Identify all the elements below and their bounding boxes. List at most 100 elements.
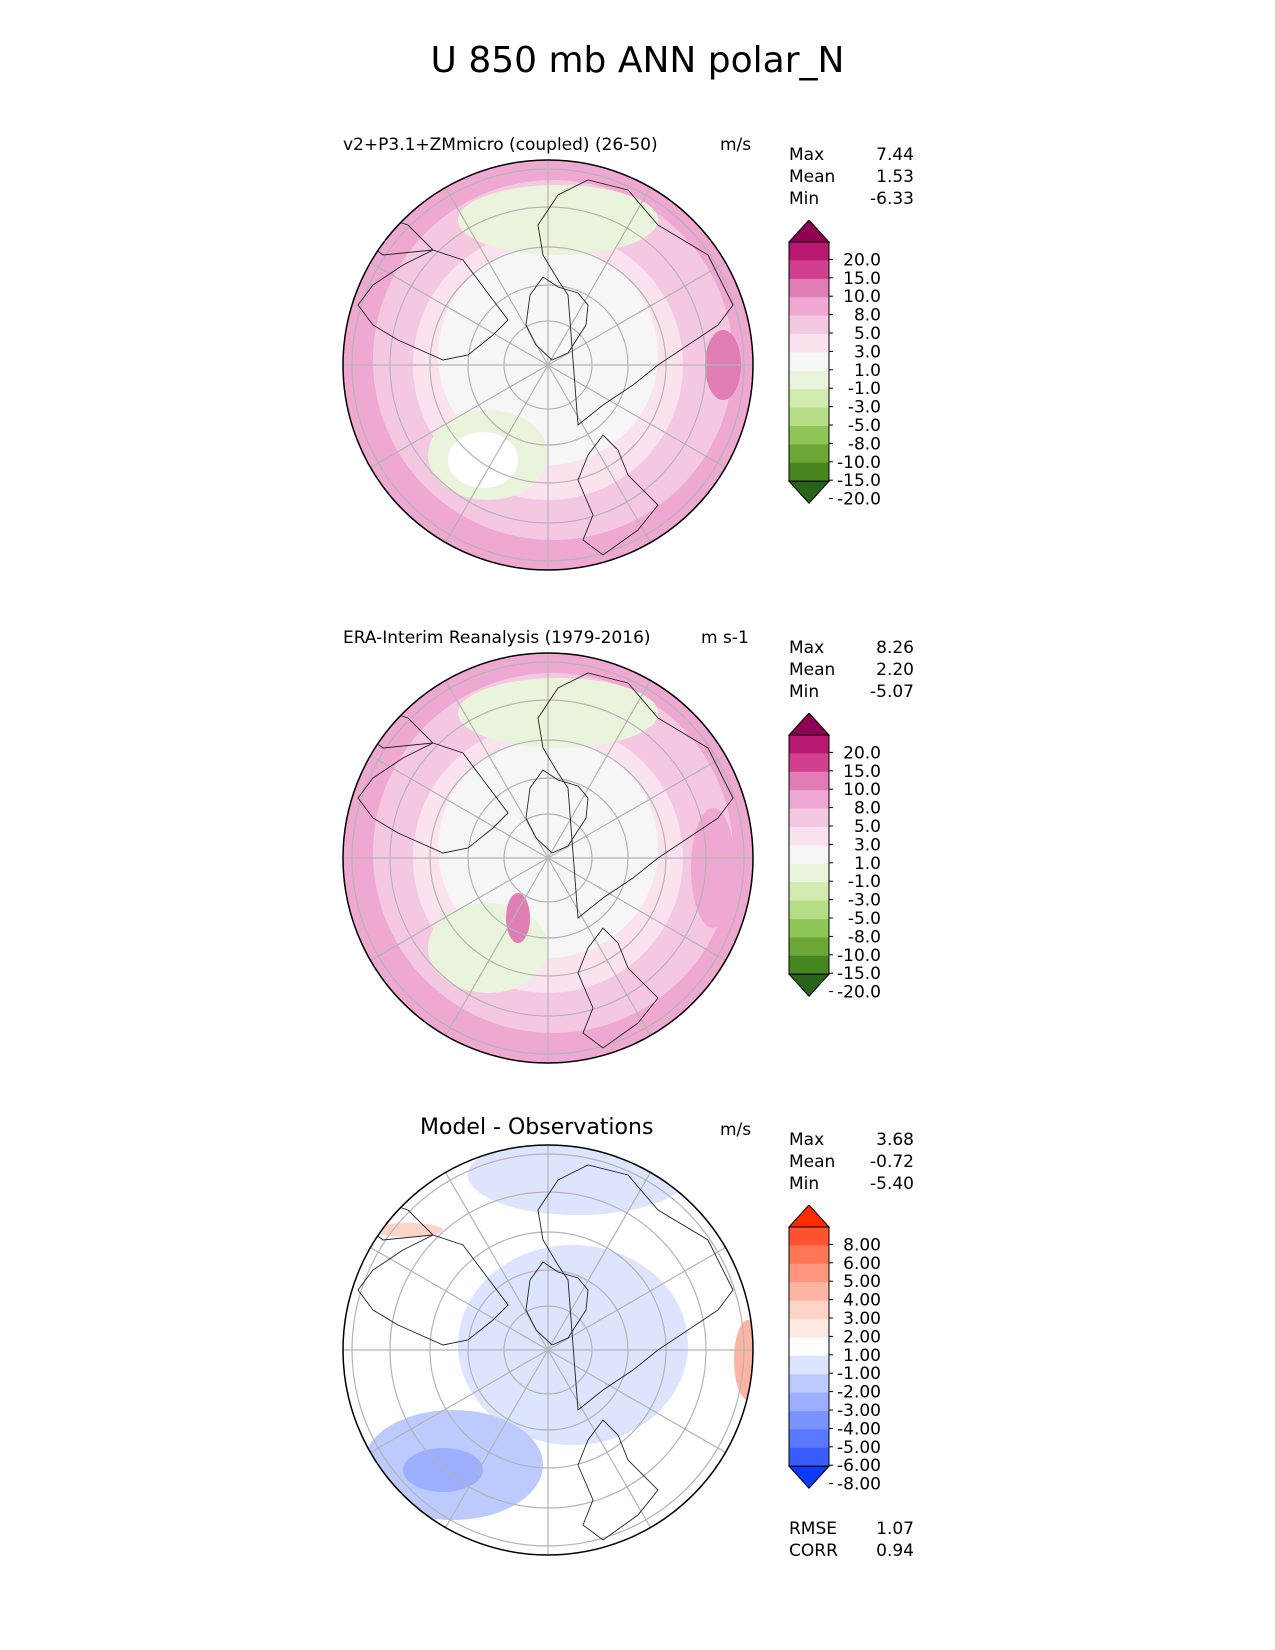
colorbar-tick-label: 8.0 [854, 799, 881, 819]
colorbar-tick-label: 5.00 [843, 1272, 881, 1292]
colorbar-segment [789, 1227, 829, 1246]
colorbar-tick-label: -15.0 [837, 471, 881, 491]
stat-max: Max 3.68 [789, 1129, 914, 1151]
colorbar-segment [789, 1374, 829, 1394]
stat-label: Max [789, 1130, 825, 1150]
meridian-line [370, 857, 549, 962]
colorbar-tick-label: 20.0 [843, 743, 881, 763]
stat-value: -5.40 [870, 1174, 914, 1194]
colorbar-tick-label: -3.00 [837, 1401, 881, 1421]
colorbar-segment [789, 315, 829, 335]
colorbar-tick-label: -4.00 [837, 1419, 881, 1439]
meridian-line [547, 364, 726, 469]
positive-anomaly-region [734, 1320, 753, 1400]
metric-rmse: RMSE 1.07 [789, 1518, 914, 1540]
colorbar-frame [788, 1226, 830, 1467]
meridian-line [547, 261, 726, 366]
colorbar-model: 20.015.010.08.05.03.01.0-1.0-3.0-5.0-8.0… [787, 220, 881, 510]
metric-label: CORR [789, 1541, 838, 1561]
stat-value: 8.26 [876, 638, 914, 658]
meridian-line [444, 1349, 549, 1528]
meridian-line [547, 187, 652, 366]
weak-wind-region [448, 432, 518, 488]
meridian-line [370, 364, 549, 469]
colorbar-diff: 8.006.005.004.003.002.001.00-1.00-2.00-3… [787, 1205, 881, 1495]
map-field [343, 1145, 753, 1555]
coastline-siberia [537, 179, 734, 426]
westerly-max-region [691, 808, 735, 928]
panel-units: m s-1 [701, 628, 749, 648]
metric-label: RMSE [789, 1519, 838, 1539]
colorbar-tick-label: -10.0 [837, 453, 881, 473]
colorbar-tick-label: -1.0 [848, 379, 881, 399]
colorbar-segment [789, 1337, 829, 1357]
colorbar-segment [789, 278, 829, 298]
colorbar-segment [789, 334, 829, 353]
metric-value: 0.94 [876, 1541, 914, 1561]
colorbar-tick-label: 2.00 [843, 1327, 881, 1347]
meridian-line [547, 1349, 726, 1454]
colorbar-frame [788, 241, 830, 482]
colorbar-segment [789, 1282, 829, 1302]
meridian-line [444, 364, 549, 543]
colorbar-tick-label: -1.00 [837, 1364, 881, 1384]
stat-label: Min [789, 682, 820, 702]
westerly-max-region [506, 893, 530, 943]
colorbar-tick-label: -6.00 [837, 1456, 881, 1476]
meridian-line [547, 1172, 652, 1351]
colorbar-tick-label: -10.0 [837, 946, 881, 966]
stat-max: Max 8.26 [789, 637, 914, 659]
colorbar-tick-label: 15.0 [843, 269, 881, 289]
colorbar-tick-label: -8.0 [848, 927, 881, 947]
colorbar-segment [789, 845, 829, 865]
coastline-europe [577, 1419, 659, 1541]
colorbar-segment [789, 1355, 829, 1375]
colorbar-tick-label: 5.0 [854, 324, 881, 344]
stat-min: Min -5.07 [789, 681, 914, 703]
panel-title: Model - Observations [420, 1115, 654, 1140]
coastline-canada [357, 1234, 509, 1346]
panel-units: m/s [720, 135, 752, 155]
colorbar-segment [789, 1429, 829, 1449]
coastline-siberia [537, 672, 734, 919]
colorbar-segment [789, 1300, 829, 1320]
stat-value: -5.07 [870, 682, 914, 702]
colorbar-tick-label: 1.00 [843, 1346, 881, 1366]
coastline-greenland [525, 276, 589, 361]
colorbar-segment [789, 900, 829, 920]
colorbar-segment [789, 426, 829, 445]
colorbar-tick-label: -15.0 [837, 964, 881, 984]
colorbar-tick-label: 15.0 [843, 762, 881, 782]
colorbar-extend-max [787, 713, 831, 736]
colorbar-segment [789, 863, 829, 883]
colorbar-tick-label: 4.00 [843, 1291, 881, 1311]
stat-value: -0.72 [870, 1152, 914, 1172]
metric-corr: CORR 0.94 [789, 1540, 914, 1562]
colorbar-tick-label: -20.0 [837, 490, 881, 510]
stat-mean: Mean -0.72 [789, 1151, 914, 1173]
stat-label: Max [789, 145, 825, 165]
colorbar-tick-label: 10.0 [843, 780, 881, 800]
meridian-line [370, 1349, 549, 1454]
stat-min: Min -5.40 [789, 1173, 914, 1195]
colorbar-segment [789, 1411, 829, 1430]
colorbar-frame [788, 734, 830, 975]
meridian-line [370, 261, 549, 366]
stat-label: Mean [789, 167, 836, 187]
colorbar-tick-label: -5.00 [837, 1438, 881, 1458]
coastline-europe [577, 927, 659, 1049]
colorbar-tick-label: 1.0 [854, 854, 881, 874]
colorbar-extend-min [787, 1465, 831, 1489]
colorbar-segment [789, 790, 829, 810]
map-boundary [342, 1144, 754, 1556]
meridian-line [547, 857, 652, 1036]
colorbar-segment [789, 937, 829, 957]
stat-label: Mean [789, 1152, 836, 1172]
colorbar-tick-label: 10.0 [843, 287, 881, 307]
colorbar-tick-label: -8.00 [837, 1475, 881, 1495]
stat-value: 3.68 [876, 1130, 914, 1150]
colorbar-tick-label: 8.0 [854, 306, 881, 326]
map-boundary [342, 159, 754, 571]
panel-title: v2+P3.1+ZMmicro (coupled) (26-50) [343, 135, 658, 155]
colorbar-tick-label: 3.00 [843, 1309, 881, 1329]
